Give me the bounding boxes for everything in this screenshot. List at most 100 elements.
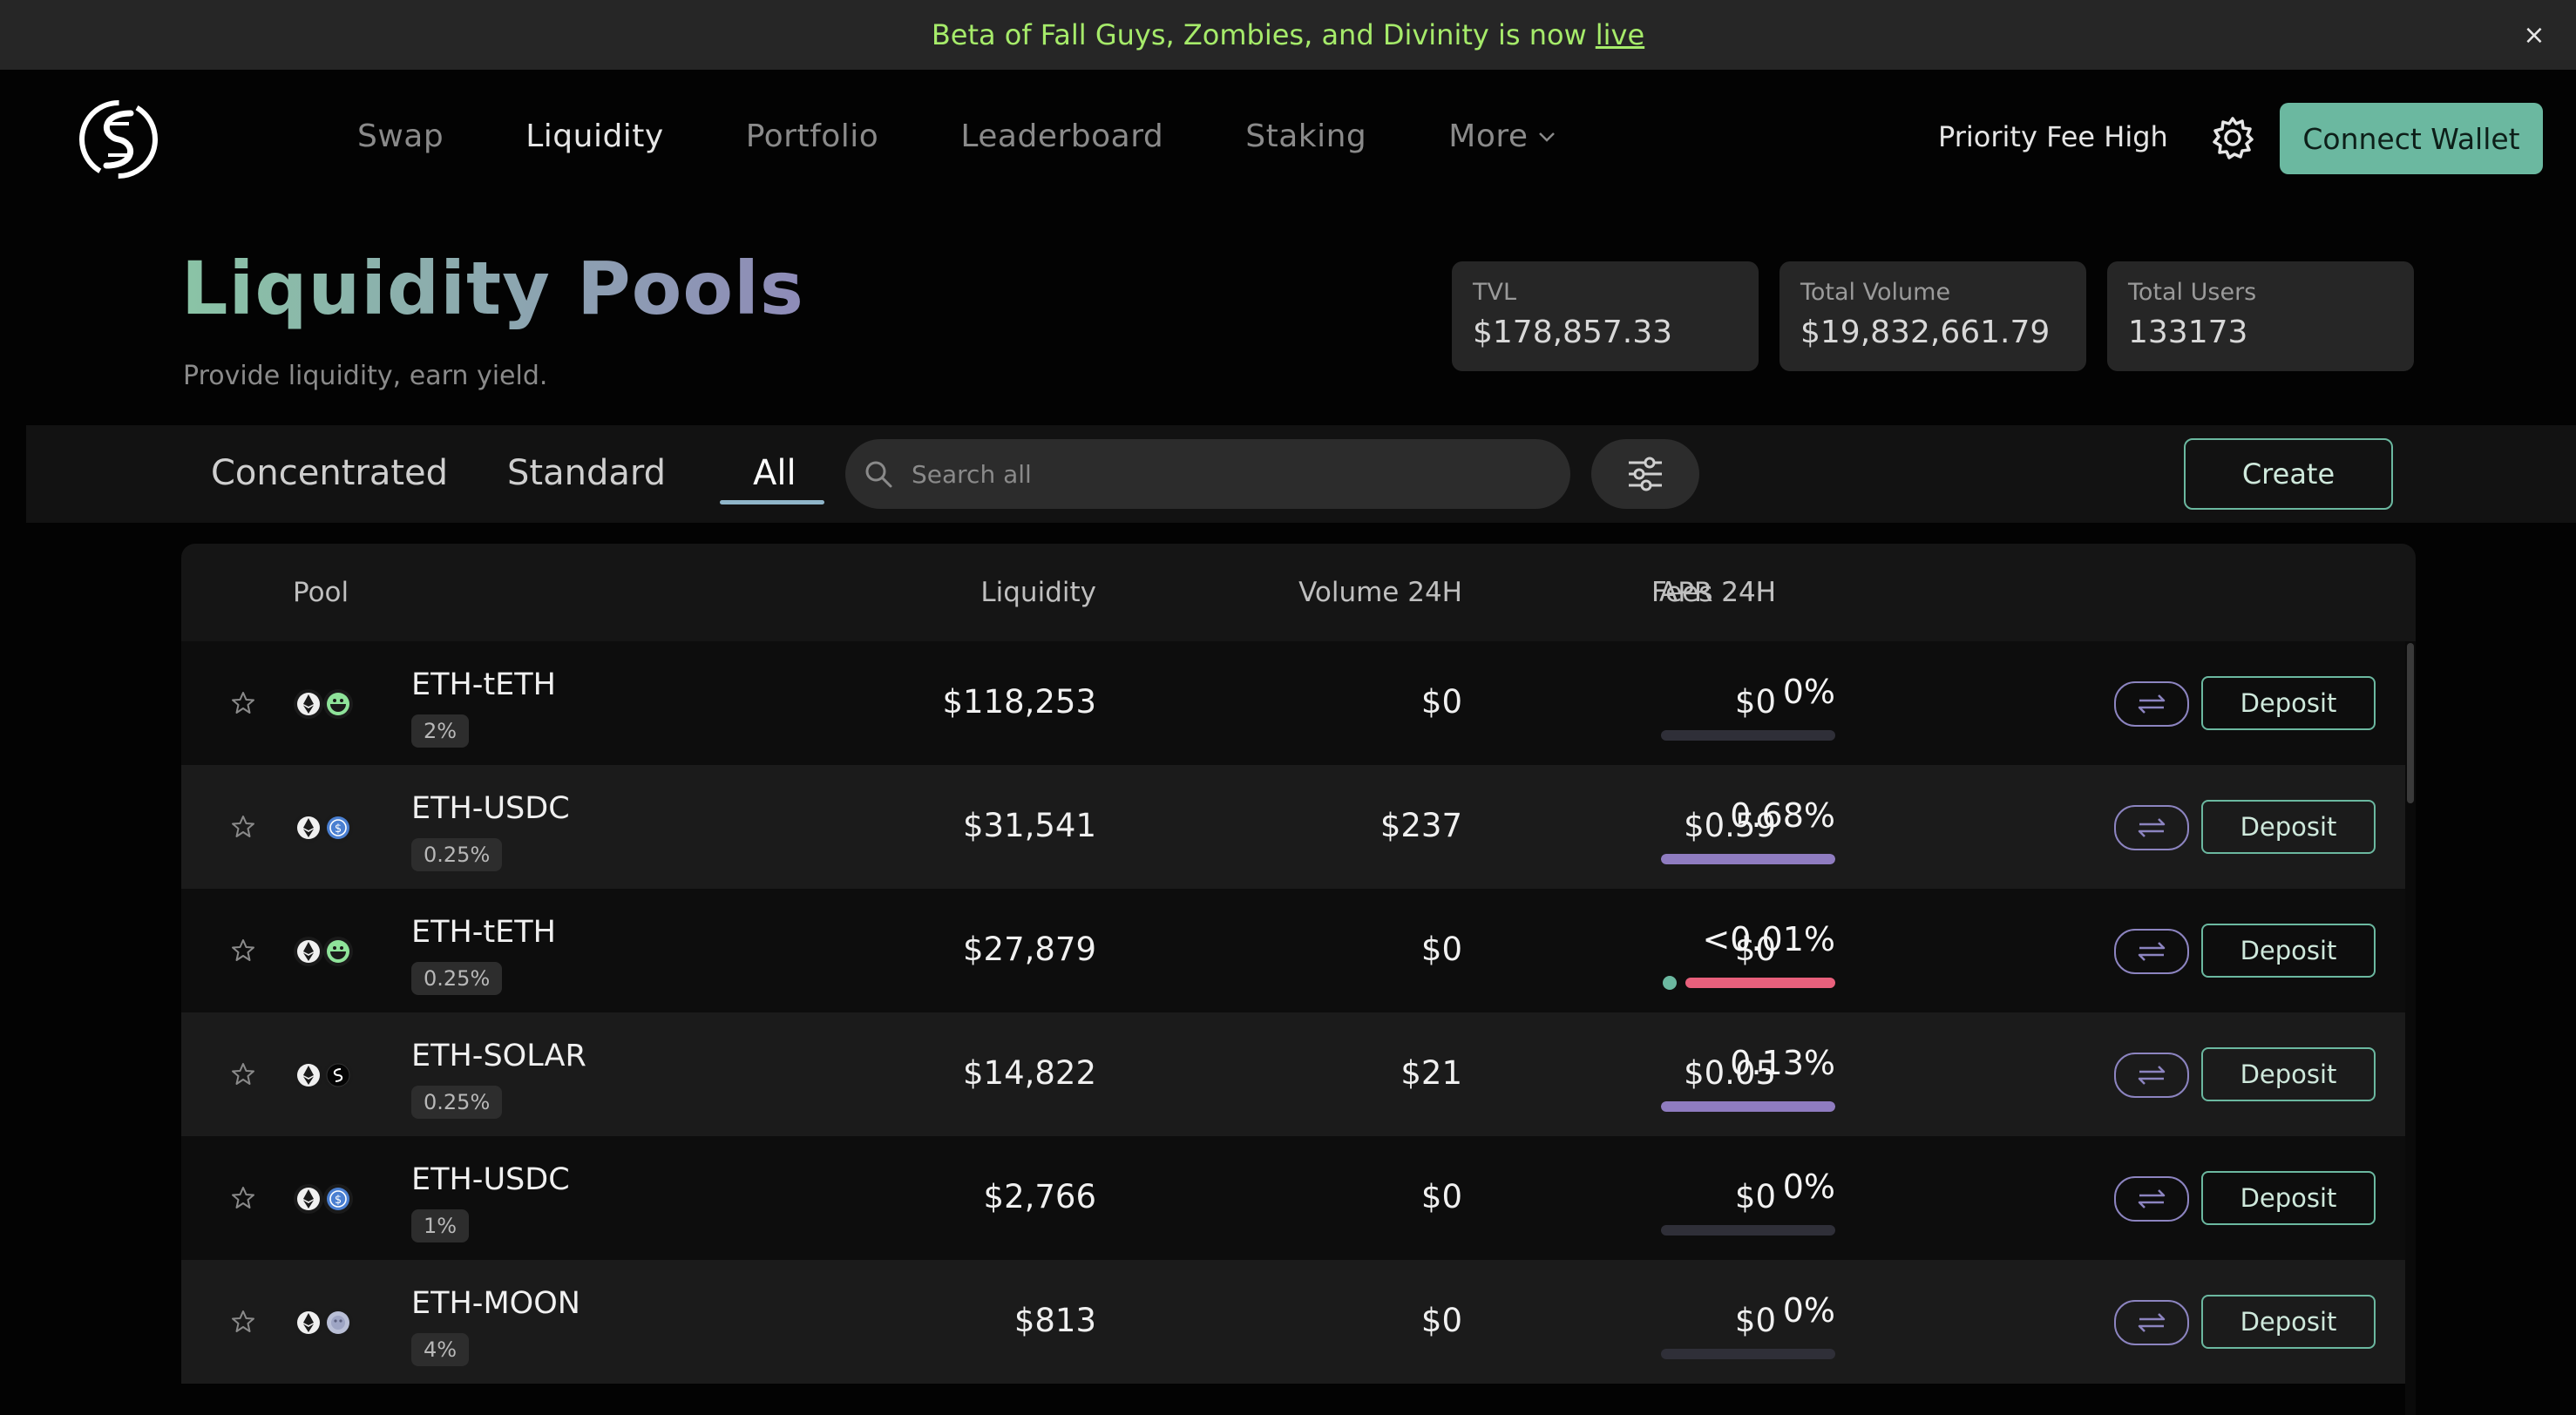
pool-toolbar: Concentrated Standard All Search all Cre… bbox=[26, 425, 2576, 523]
deposit-button[interactable]: Deposit bbox=[2201, 924, 2376, 978]
fees-value: $0 bbox=[1734, 1302, 1776, 1339]
search-input[interactable]: Search all bbox=[845, 439, 1570, 509]
table-row-4[interactable]: ETH-SOLAR 0.25% $14,822 $21 $0.05 0.13% … bbox=[181, 1012, 2405, 1136]
token-pair-icons bbox=[294, 1060, 353, 1090]
header-pool[interactable]: Pool bbox=[293, 577, 349, 608]
token-pair-icons: $ bbox=[294, 813, 353, 843]
apr-bar bbox=[1661, 1349, 1835, 1359]
stat-card-total-volume: Total Volume $19,832,661.79 bbox=[1779, 261, 2086, 371]
page-subtitle: Provide liquidity, earn yield. bbox=[183, 361, 548, 391]
stat-label: Total Volume bbox=[1800, 279, 1951, 306]
announcement-banner: Beta of Fall Guys, Zombies, and Divinity… bbox=[0, 0, 2576, 70]
table-row-5[interactable]: $ ETH-USDC 1% $2,766 $0 $0 0% Deposit bbox=[181, 1136, 2405, 1260]
nav-staking[interactable]: Staking bbox=[1245, 118, 1367, 154]
header-apr[interactable]: APR 24H bbox=[1659, 577, 1777, 608]
top-navigation: Swap Liquidity Portfolio Leaderboard Sta… bbox=[0, 70, 2576, 209]
table-row-6[interactable]: ETH-MOON 4% $813 $0 $0 0% Deposit bbox=[181, 1260, 2405, 1384]
apr-value: 0% bbox=[1782, 1291, 1835, 1330]
priority-fee-button[interactable]: Priority Fee High bbox=[1938, 120, 2168, 153]
apr-bar bbox=[1661, 854, 1835, 864]
pool-pair-name[interactable]: ETH-USDC bbox=[411, 1162, 570, 1197]
nav-more[interactable]: More bbox=[1448, 118, 1556, 154]
svg-text:$: $ bbox=[335, 823, 342, 836]
sliders-icon bbox=[1629, 457, 1662, 491]
volume-value: $0 bbox=[1420, 683, 1462, 721]
tab-standard[interactable]: Standard bbox=[507, 453, 666, 493]
volume-value: $237 bbox=[1380, 807, 1462, 844]
pool-pair-name[interactable]: ETH-USDC bbox=[411, 791, 570, 826]
token-pair-icons: $ bbox=[294, 1184, 353, 1214]
fee-tier-badge: 2% bbox=[411, 714, 470, 748]
banner-text: Beta of Fall Guys, Zombies, and Divinity… bbox=[931, 18, 1587, 51]
nav-swap[interactable]: Swap bbox=[357, 118, 444, 154]
deposit-button[interactable]: Deposit bbox=[2201, 1295, 2376, 1349]
liquidity-value: $31,541 bbox=[962, 807, 1096, 844]
token-pair-icons bbox=[294, 689, 353, 719]
create-pool-button[interactable]: Create bbox=[2184, 438, 2393, 510]
close-icon: × bbox=[2523, 19, 2545, 51]
deposit-button[interactable]: Deposit bbox=[2201, 800, 2376, 854]
page-title: Liquidity Pools bbox=[181, 246, 804, 331]
table-scrollbar-thumb[interactable] bbox=[2407, 643, 2414, 803]
deposit-button[interactable]: Deposit bbox=[2201, 676, 2376, 730]
pool-pair-name[interactable]: ETH-tETH bbox=[411, 667, 556, 702]
apr-bar bbox=[1661, 730, 1835, 741]
deposit-button[interactable]: Deposit bbox=[2201, 1171, 2376, 1225]
table-row-2[interactable]: $ ETH-USDC 0.25% $31,541 $237 $0.59 0.68… bbox=[181, 765, 2405, 889]
fee-tier-badge: 1% bbox=[411, 1209, 470, 1242]
gear-icon[interactable] bbox=[2210, 115, 2255, 160]
pool-pair-name[interactable]: ETH-MOON bbox=[411, 1286, 580, 1321]
liquidity-value: $27,879 bbox=[962, 931, 1096, 968]
swap-button[interactable] bbox=[2114, 1176, 2189, 1222]
apr-value: 0% bbox=[1782, 673, 1835, 711]
swap-button[interactable] bbox=[2114, 805, 2189, 850]
filter-button[interactable] bbox=[1591, 439, 1699, 509]
stat-value: $19,832,661.79 bbox=[1800, 315, 2051, 350]
token-pair-icons bbox=[294, 937, 353, 966]
volume-value: $0 bbox=[1420, 931, 1462, 968]
banner-close-button[interactable]: × bbox=[2517, 17, 2552, 52]
apr-bar bbox=[1661, 976, 1835, 990]
star-icon[interactable] bbox=[230, 690, 256, 716]
swap-button[interactable] bbox=[2114, 1053, 2189, 1098]
swap-arrows-icon bbox=[2138, 1189, 2166, 1209]
swap-button[interactable] bbox=[2114, 1300, 2189, 1345]
header-fees[interactable]: Fees 24H bbox=[1651, 577, 1776, 608]
table-scrollbar-track[interactable] bbox=[2405, 641, 2416, 1415]
connect-wallet-button[interactable]: Connect Wallet bbox=[2280, 103, 2543, 174]
pool-pair-name[interactable]: ETH-tETH bbox=[411, 915, 556, 950]
star-icon[interactable] bbox=[230, 938, 256, 964]
swap-arrows-icon bbox=[2138, 1313, 2166, 1332]
header-liquidity[interactable]: Liquidity bbox=[980, 577, 1096, 608]
swap-button[interactable] bbox=[2114, 681, 2189, 727]
tab-all[interactable]: All bbox=[753, 453, 797, 493]
pool-pair-name[interactable]: ETH-SOLAR bbox=[411, 1039, 586, 1073]
apr-value: 0% bbox=[1782, 1168, 1835, 1206]
apr-bar bbox=[1661, 1225, 1835, 1236]
search-icon bbox=[865, 461, 892, 488]
nav-portfolio[interactable]: Portfolio bbox=[745, 118, 879, 154]
volume-value: $0 bbox=[1420, 1178, 1462, 1215]
nav-leaderboard[interactable]: Leaderboard bbox=[960, 118, 1164, 154]
fee-tier-badge: 0.25% bbox=[411, 838, 503, 871]
header-volume[interactable]: Volume 24H bbox=[1298, 577, 1462, 608]
nav-liquidity[interactable]: Liquidity bbox=[525, 118, 664, 154]
table-row-3[interactable]: ETH-tETH 0.25% $27,879 $0 $0 <0.01% Depo… bbox=[181, 889, 2405, 1012]
star-icon[interactable] bbox=[230, 1309, 256, 1335]
banner-live-link[interactable]: live bbox=[1595, 18, 1645, 51]
liquidity-value: $14,822 bbox=[962, 1054, 1096, 1092]
swap-arrows-icon bbox=[2138, 694, 2166, 714]
fee-tier-badge: 0.25% bbox=[411, 962, 503, 995]
tab-concentrated[interactable]: Concentrated bbox=[211, 453, 449, 493]
apr-bar bbox=[1661, 1101, 1835, 1112]
apr-bar-fill bbox=[1685, 978, 1835, 988]
star-icon[interactable] bbox=[230, 1061, 256, 1087]
logo-icon[interactable] bbox=[75, 94, 162, 185]
swap-button[interactable] bbox=[2114, 929, 2189, 974]
nav-links: Swap Liquidity Portfolio Leaderboard Sta… bbox=[357, 118, 1638, 154]
star-icon[interactable] bbox=[230, 1185, 256, 1211]
deposit-button[interactable]: Deposit bbox=[2201, 1047, 2376, 1101]
stat-value: 133173 bbox=[2128, 315, 2248, 350]
star-icon[interactable] bbox=[230, 814, 256, 840]
table-row-1[interactable]: ETH-tETH 2% $118,253 $0 $0 0% Deposit bbox=[181, 641, 2405, 765]
